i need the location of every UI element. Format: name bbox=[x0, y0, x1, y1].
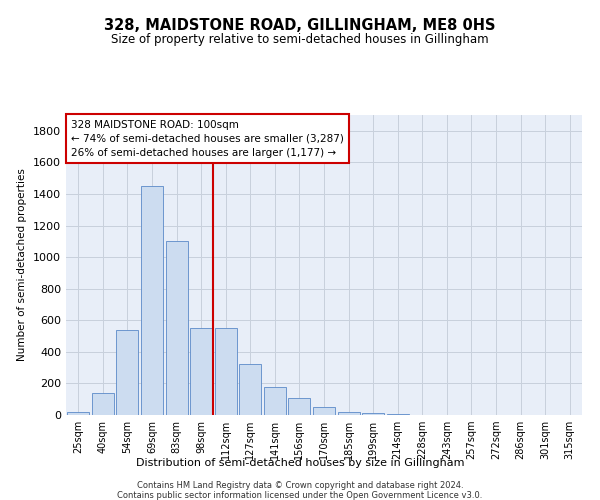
Bar bbox=[264, 388, 286, 415]
Bar bbox=[116, 330, 139, 415]
Text: Contains public sector information licensed under the Open Government Licence v3: Contains public sector information licen… bbox=[118, 491, 482, 500]
Bar bbox=[386, 414, 409, 415]
Bar bbox=[215, 328, 237, 415]
Bar bbox=[289, 398, 310, 415]
Bar bbox=[67, 412, 89, 415]
Text: 328 MAIDSTONE ROAD: 100sqm
← 74% of semi-detached houses are smaller (3,287)
26%: 328 MAIDSTONE ROAD: 100sqm ← 74% of semi… bbox=[71, 120, 344, 158]
Bar bbox=[190, 328, 212, 415]
Bar bbox=[239, 364, 262, 415]
Text: Distribution of semi-detached houses by size in Gillingham: Distribution of semi-detached houses by … bbox=[136, 458, 464, 468]
Bar bbox=[313, 407, 335, 415]
Bar bbox=[166, 242, 188, 415]
Bar bbox=[92, 393, 114, 415]
Text: Contains HM Land Registry data © Crown copyright and database right 2024.: Contains HM Land Registry data © Crown c… bbox=[137, 481, 463, 490]
Y-axis label: Number of semi-detached properties: Number of semi-detached properties bbox=[17, 168, 28, 362]
Bar bbox=[338, 412, 359, 415]
Bar bbox=[141, 186, 163, 415]
Text: 328, MAIDSTONE ROAD, GILLINGHAM, ME8 0HS: 328, MAIDSTONE ROAD, GILLINGHAM, ME8 0HS bbox=[104, 18, 496, 32]
Bar bbox=[362, 414, 384, 415]
Text: Size of property relative to semi-detached houses in Gillingham: Size of property relative to semi-detach… bbox=[111, 32, 489, 46]
